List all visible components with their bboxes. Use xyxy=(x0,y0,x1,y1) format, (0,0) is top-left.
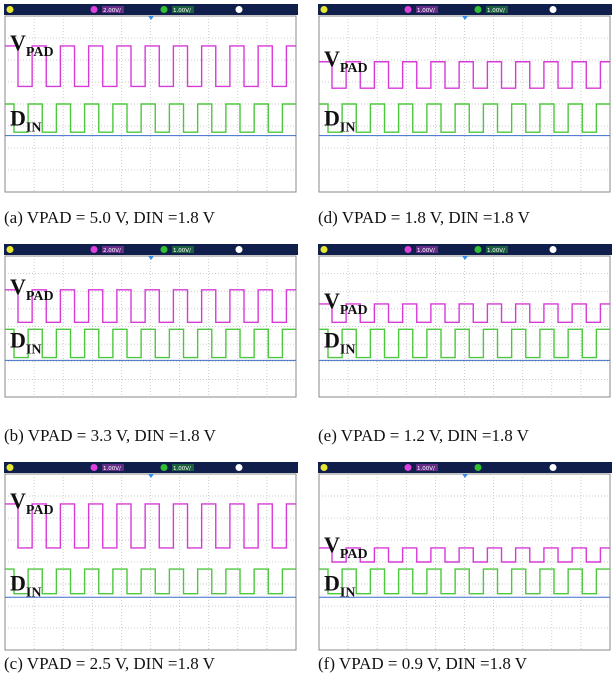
trace-label-main: V xyxy=(10,30,26,55)
scale-label: 1.00V/ xyxy=(417,248,435,254)
trace-label-sub: PAD xyxy=(26,503,54,518)
scale-label: 1.00V/ xyxy=(417,466,435,472)
scale-label: 1.00V/ xyxy=(103,466,121,472)
caption: (c) VPAD = 2.5 V, DIN =1.8 V xyxy=(4,654,215,674)
trace-label-sub: IN xyxy=(26,586,42,601)
channel-icon xyxy=(7,6,14,13)
scale-label: 1.00V/ xyxy=(487,248,505,254)
caption: (d) VPAD = 1.8 V, DIN =1.8 V xyxy=(318,208,530,228)
scope-screen: 2.00V/1.00V/VPAD DIN xyxy=(4,244,298,399)
channel-icon xyxy=(405,6,412,13)
header-bar xyxy=(4,244,298,255)
trace-label-main: D xyxy=(10,571,26,596)
channel-icon xyxy=(475,6,482,13)
scope-screen: 2.00V/1.00V/VPAD DIN xyxy=(4,4,298,194)
scale-label: 1.00V/ xyxy=(173,8,191,14)
caption: (a) VPAD = 5.0 V, DIN =1.8 V xyxy=(4,208,215,228)
channel-icon xyxy=(236,464,243,471)
channel-icon xyxy=(161,246,168,253)
trace-label-main: V xyxy=(324,288,340,313)
trace-label-sub: PAD xyxy=(26,289,54,304)
scope-screen: 1.00V/1.00V/VPAD DIN xyxy=(4,462,298,652)
scope-screen: 1.00V/1.00V/VPAD DIN xyxy=(318,4,612,194)
channel-icon xyxy=(161,464,168,471)
trace-label-main: D xyxy=(324,571,340,596)
trace-label-main: V xyxy=(10,488,26,513)
caption: (e) VPAD = 1.2 V, DIN =1.8 V xyxy=(318,426,529,446)
trace-label-main: D xyxy=(10,106,26,131)
header-bar xyxy=(318,4,612,15)
trace-label-main: D xyxy=(324,106,340,131)
trace-label-sub: IN xyxy=(340,121,356,136)
channel-icon xyxy=(91,464,98,471)
channel-icon xyxy=(405,246,412,253)
trace-label-main: V xyxy=(324,532,340,557)
channel-icon xyxy=(236,6,243,13)
trace-label-sub: IN xyxy=(340,342,356,357)
channel-icon xyxy=(550,6,557,13)
header-bar xyxy=(318,244,612,255)
header-bar xyxy=(318,462,612,473)
channel-icon xyxy=(7,246,14,253)
trace-label-main: D xyxy=(324,327,340,352)
channel-icon xyxy=(91,6,98,13)
channel-icon xyxy=(550,464,557,471)
scale-label: 1.00V/ xyxy=(487,8,505,14)
header-bar xyxy=(4,462,298,473)
trace-label-sub: IN xyxy=(26,342,42,357)
scale-label: 2.00V/ xyxy=(103,248,121,254)
trace-label-sub: PAD xyxy=(340,547,368,562)
channel-icon xyxy=(405,464,412,471)
channel-icon xyxy=(321,246,328,253)
channel-icon xyxy=(236,246,243,253)
scale-label: 1.00V/ xyxy=(173,466,191,472)
trace-label-main: V xyxy=(324,46,340,71)
channel-icon xyxy=(475,246,482,253)
channel-icon xyxy=(321,464,328,471)
channel-icon xyxy=(91,246,98,253)
figure: 2.00V/1.00V/VPADDIN(a) VPAD = 5.0 V, DIN… xyxy=(0,0,614,680)
channel-icon xyxy=(550,246,557,253)
caption: (b) VPAD = 3.3 V, DIN =1.8 V xyxy=(4,426,216,446)
scale-label: 2.00V/ xyxy=(103,8,121,14)
header-bar xyxy=(4,4,298,15)
trace-label-sub: PAD xyxy=(340,61,368,76)
channel-icon xyxy=(7,464,14,471)
trace-label-sub: PAD xyxy=(26,45,54,60)
trace-label-sub: IN xyxy=(340,586,356,601)
caption: (f) VPAD = 0.9 V, DIN =1.8 V xyxy=(318,654,527,674)
channel-icon xyxy=(321,6,328,13)
trace-label-main: V xyxy=(10,274,26,299)
trace-label-sub: PAD xyxy=(340,303,368,318)
scope-screen: 1.00V/1.00V/VPADDIN xyxy=(318,244,612,399)
trace-label-sub: IN xyxy=(26,121,42,136)
scale-label: 1.00V/ xyxy=(417,8,435,14)
scale-label: 1.00V/ xyxy=(173,248,191,254)
trace-label-main: D xyxy=(10,327,26,352)
channel-icon xyxy=(475,464,482,471)
channel-icon xyxy=(161,6,168,13)
